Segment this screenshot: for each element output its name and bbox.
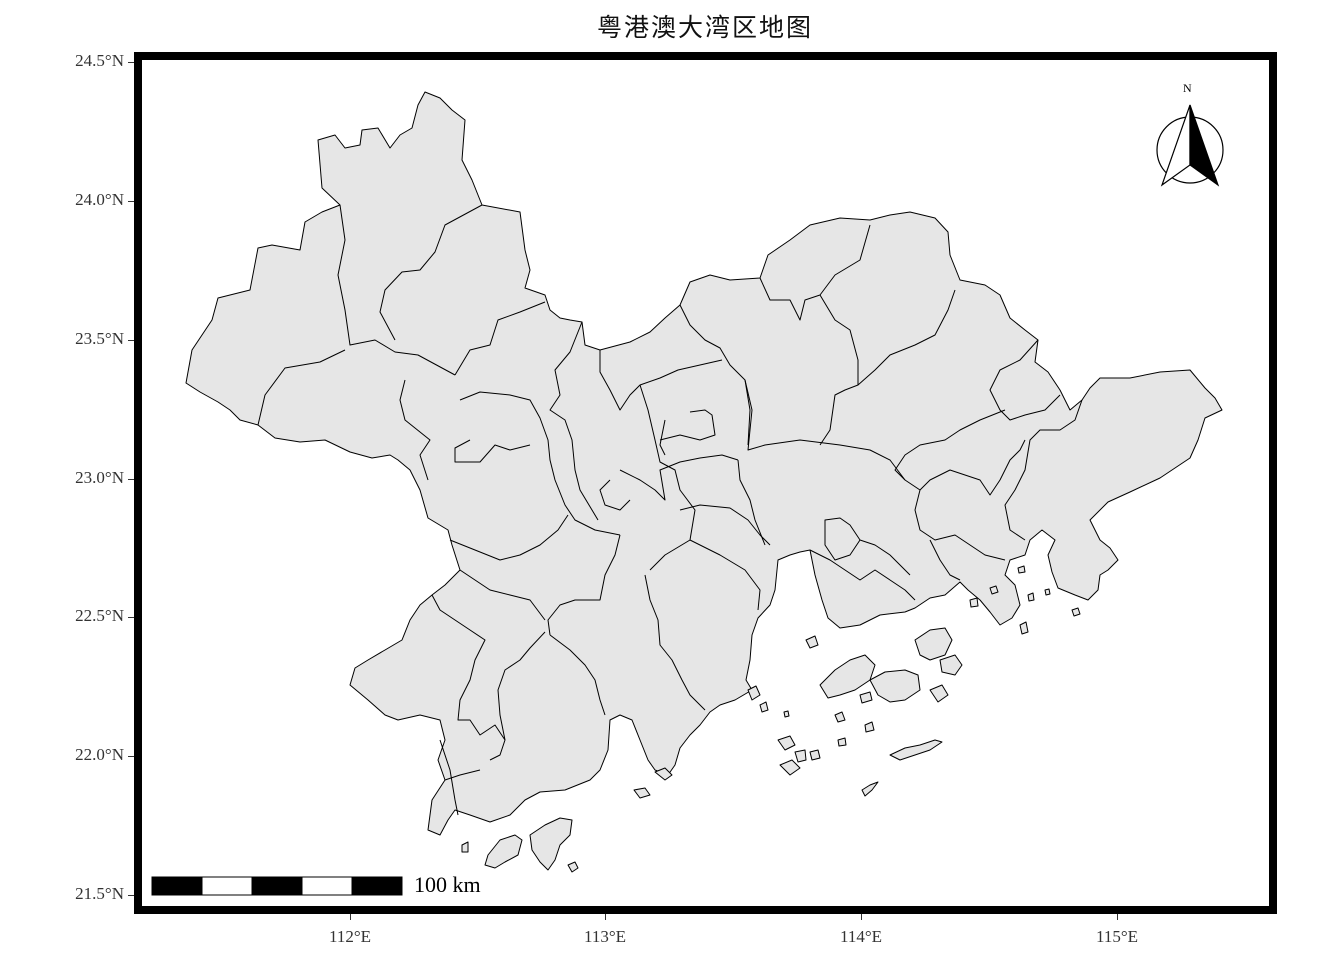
boundary-line — [459, 569, 546, 621]
y-tick-mark — [128, 756, 134, 757]
boundary-line — [337, 204, 456, 376]
island — [567, 861, 579, 873]
island — [1027, 592, 1035, 602]
x-tick-mark — [605, 914, 606, 920]
island — [989, 585, 999, 595]
y-tick-mark — [128, 479, 134, 480]
island — [859, 691, 873, 704]
island — [759, 701, 769, 713]
island — [869, 669, 921, 703]
island — [969, 597, 979, 608]
boundary-line — [619, 454, 739, 501]
x-tick-label: 113°E — [583, 927, 627, 946]
island — [939, 654, 963, 676]
y-tick-label: 22.0°N — [75, 745, 124, 764]
boundary-line — [547, 534, 621, 636]
boundary-line — [644, 574, 706, 711]
boundary-line — [599, 479, 631, 511]
y-tick-label: 22.5°N — [75, 606, 124, 625]
boundary-line — [449, 514, 569, 561]
island — [794, 749, 807, 763]
island — [783, 710, 790, 718]
boundary-line — [454, 439, 531, 463]
boundary-line — [599, 350, 723, 411]
island — [809, 749, 821, 761]
y-tick-mark — [128, 895, 134, 896]
boundary-line — [659, 409, 716, 441]
boundary-line — [759, 224, 871, 321]
y-tick-mark — [128, 340, 134, 341]
map-title: 粤港澳大湾区地图 — [596, 13, 813, 42]
boundary-line — [549, 321, 599, 521]
island — [1019, 621, 1029, 635]
island — [747, 685, 761, 701]
island — [461, 841, 469, 853]
island — [834, 711, 846, 723]
island — [777, 735, 796, 751]
boundary-line — [399, 379, 431, 481]
north-arrow-icon — [1156, 104, 1224, 187]
island — [929, 684, 949, 703]
island — [1017, 565, 1026, 574]
island — [914, 627, 953, 661]
boundary-line — [659, 419, 666, 456]
boundary-line — [459, 391, 621, 536]
boundary-line — [857, 289, 956, 386]
boundary-line — [989, 339, 1061, 421]
boundary-line — [809, 549, 916, 601]
boundary-line — [497, 631, 546, 741]
y-tick-label: 24.0°N — [75, 190, 124, 209]
boundary-line — [737, 459, 766, 546]
boundary-line — [454, 301, 546, 376]
x-tick-mark — [861, 914, 862, 920]
island — [861, 781, 879, 797]
boundary-line — [549, 634, 606, 716]
x-tick-label: 115°E — [1095, 927, 1139, 946]
boundary-line — [914, 489, 1006, 561]
boundary-line — [444, 769, 481, 781]
north-label: N — [1183, 81, 1192, 95]
y-tick-mark — [128, 62, 134, 63]
y-tick-label: 23.5°N — [75, 329, 124, 348]
y-tick-mark — [128, 617, 134, 618]
boundary-line — [689, 539, 761, 611]
boundary-line — [929, 539, 961, 581]
y-tick-label: 24.5°N — [75, 51, 124, 70]
island — [633, 787, 651, 799]
y-tick-label: 23.0°N — [75, 468, 124, 487]
x-tick-label: 114°E — [839, 927, 883, 946]
island — [864, 721, 875, 733]
island — [1071, 607, 1081, 617]
island — [837, 737, 847, 747]
x-tick-label: 112°E — [328, 927, 372, 946]
boundary-line — [379, 204, 483, 341]
boundary-line — [824, 517, 861, 561]
x-tick-mark — [350, 914, 351, 920]
island — [484, 834, 523, 869]
boundary-line — [439, 739, 459, 816]
scale-bar — [151, 876, 403, 896]
boundary-line — [1004, 399, 1083, 541]
y-tick-label: 21.5°N — [75, 884, 124, 903]
y-tick-mark — [128, 201, 134, 202]
island — [1044, 588, 1051, 596]
boundary-line — [744, 379, 906, 481]
boundary-line — [257, 349, 346, 426]
scale-bar-label: 100 km — [414, 872, 481, 897]
island — [654, 767, 673, 781]
island — [889, 739, 943, 761]
boundary-line — [639, 384, 696, 571]
boundary-line — [679, 304, 751, 446]
island — [529, 817, 573, 871]
boundary-line — [431, 594, 506, 761]
island — [805, 635, 819, 649]
island — [819, 654, 876, 699]
island — [779, 759, 801, 776]
boundary-line — [859, 539, 911, 576]
x-tick-mark — [1117, 914, 1118, 920]
region-landmass — [185, 91, 1223, 836]
